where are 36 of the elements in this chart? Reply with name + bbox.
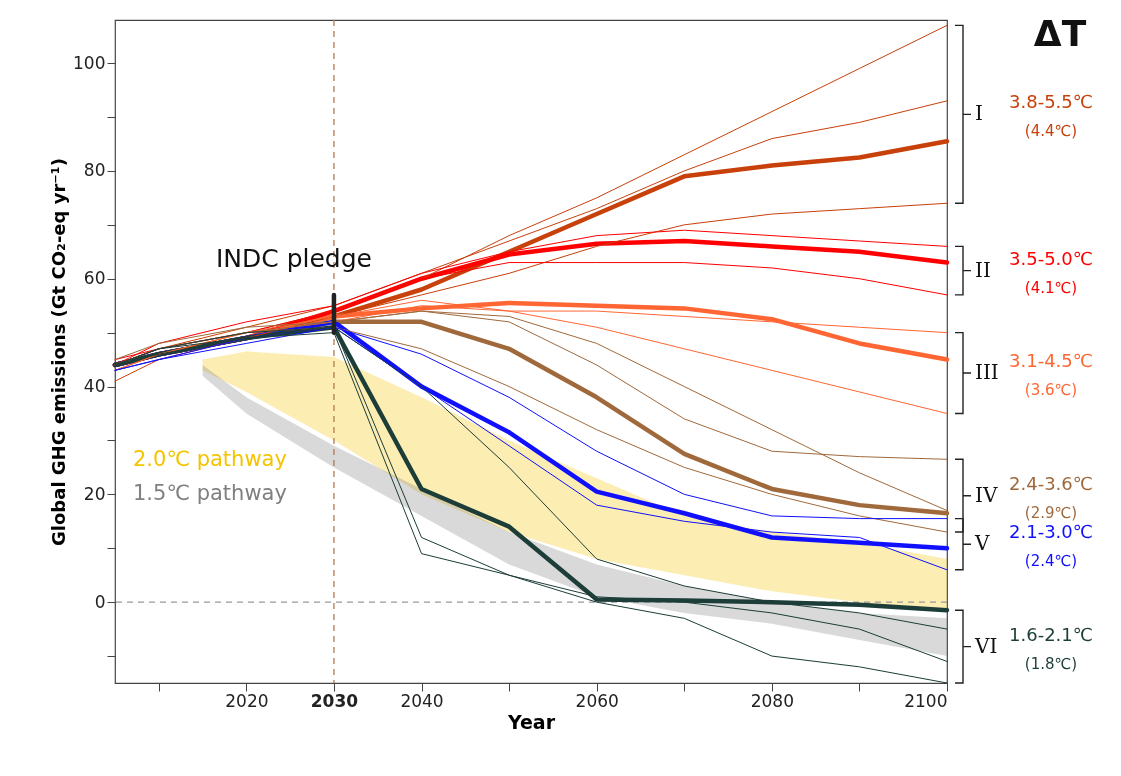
text: (2.9℃) bbox=[1024, 503, 1078, 522]
series-label: III bbox=[975, 360, 999, 385]
text: (4.1℃) bbox=[1024, 278, 1078, 297]
series-label: IV bbox=[975, 482, 998, 507]
text: 3.1-4.5℃ bbox=[1009, 350, 1093, 372]
series-label: II bbox=[975, 257, 991, 282]
text: (4.4℃) bbox=[1024, 122, 1078, 141]
y-tick-label: 40 bbox=[83, 376, 106, 397]
series-label: I bbox=[975, 101, 983, 126]
x-axis-title: Year bbox=[506, 710, 556, 733]
y-tick-label: 80 bbox=[83, 160, 106, 181]
text: (2.4℃) bbox=[1024, 552, 1078, 571]
x-tick-label: 2030 bbox=[310, 690, 359, 711]
series-label: VI bbox=[974, 633, 998, 658]
text: (1.8℃) bbox=[1024, 654, 1078, 673]
text: ΔT bbox=[1033, 13, 1087, 54]
legend-label: 2.0℃ pathway bbox=[133, 447, 287, 471]
text: (3.6℃) bbox=[1024, 381, 1078, 400]
x-tick-label: 2040 bbox=[400, 690, 444, 711]
y-tick-label: 20 bbox=[83, 483, 106, 504]
y-tick-label: 60 bbox=[83, 268, 106, 289]
y-tick-label: 0 bbox=[94, 591, 106, 612]
text: 3.5-5.0℃ bbox=[1009, 247, 1093, 269]
y-tick-label: 100 bbox=[73, 52, 106, 73]
legend-label: 1.5℃ pathway bbox=[133, 481, 287, 505]
x-tick-label: 2060 bbox=[575, 690, 619, 711]
text: 3.8-5.5℃ bbox=[1009, 91, 1093, 113]
x-tick-label: 2080 bbox=[750, 690, 794, 711]
annotation: INDC pledge bbox=[215, 244, 372, 273]
text: 1.6-2.1℃ bbox=[1009, 623, 1093, 645]
y-axis-title: Global GHG emissions (Gt CO₂-eq yr⁻¹) bbox=[48, 158, 70, 546]
text: 2.1-3.0℃ bbox=[1009, 521, 1093, 543]
text: 2.4-3.6℃ bbox=[1009, 472, 1093, 494]
series-label: V bbox=[974, 531, 990, 556]
x-tick-label: 2020 bbox=[225, 690, 269, 711]
x-tick-label: 2100 bbox=[904, 690, 948, 711]
